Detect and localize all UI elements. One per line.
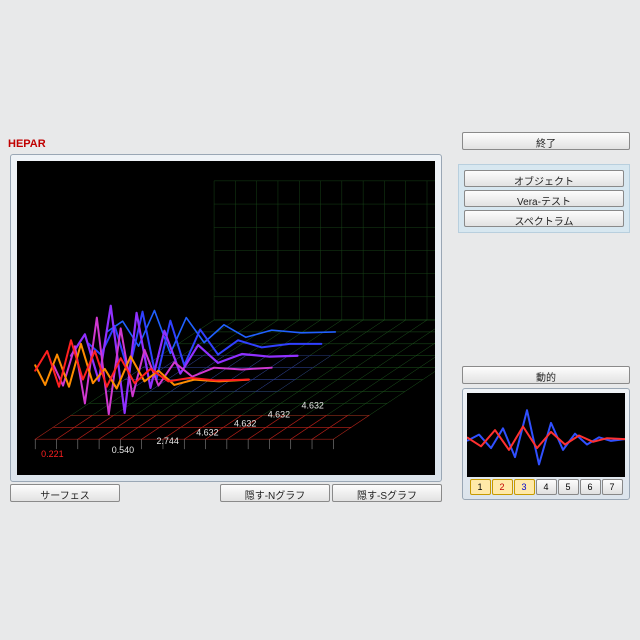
pager-button-5[interactable]: 5 <box>558 479 579 495</box>
svg-text:4.632: 4.632 <box>234 418 256 428</box>
dynamic-button-wrap: 動的 <box>462 366 630 384</box>
dynamic-button[interactable]: 動的 <box>462 366 630 384</box>
pager-button-7[interactable]: 7 <box>602 479 623 495</box>
svg-text:4.632: 4.632 <box>302 400 324 410</box>
svg-text:4.632: 4.632 <box>268 409 290 419</box>
surface-button[interactable]: サーフェス <box>10 484 120 502</box>
pager-button-6[interactable]: 6 <box>580 479 601 495</box>
vera-test-button[interactable]: Vera-テスト <box>464 190 624 207</box>
pager-button-4[interactable]: 4 <box>536 479 557 495</box>
page-title: HEPAR <box>8 138 46 150</box>
pager-button-1[interactable]: 1 <box>470 479 491 495</box>
right-button-group: オブジェクト Vera-テスト スペクトラム <box>458 164 630 233</box>
object-button[interactable]: オブジェクト <box>464 170 624 187</box>
svg-text:4.632: 4.632 <box>196 427 218 437</box>
mini-chart-panel: 1234567 <box>462 388 630 500</box>
hide-s-graph-button[interactable]: 隠す-Sグラフ <box>332 484 442 502</box>
exit-button-wrap: 終了 <box>462 132 630 150</box>
pager: 1234567 <box>467 479 625 495</box>
svg-text:2.744: 2.744 <box>156 436 178 446</box>
mini-chart <box>467 393 625 477</box>
bottom-button-row: サーフェス 隠す-Nグラフ 隠す-Sグラフ <box>10 484 442 502</box>
exit-button[interactable]: 終了 <box>462 132 630 150</box>
svg-text:0.221: 0.221 <box>41 449 63 459</box>
pager-button-3[interactable]: 3 <box>514 479 535 495</box>
main-3d-chart: 0.540 2.744 4.632 4.632 4.632 4.632 0.221 <box>17 161 435 475</box>
svg-text:0.540: 0.540 <box>112 445 134 455</box>
spectrum-button[interactable]: スペクトラム <box>464 210 624 227</box>
main-chart-panel: 0.540 2.744 4.632 4.632 4.632 4.632 0.221 <box>10 154 442 482</box>
pager-button-2[interactable]: 2 <box>492 479 513 495</box>
hide-n-graph-button[interactable]: 隠す-Nグラフ <box>220 484 330 502</box>
